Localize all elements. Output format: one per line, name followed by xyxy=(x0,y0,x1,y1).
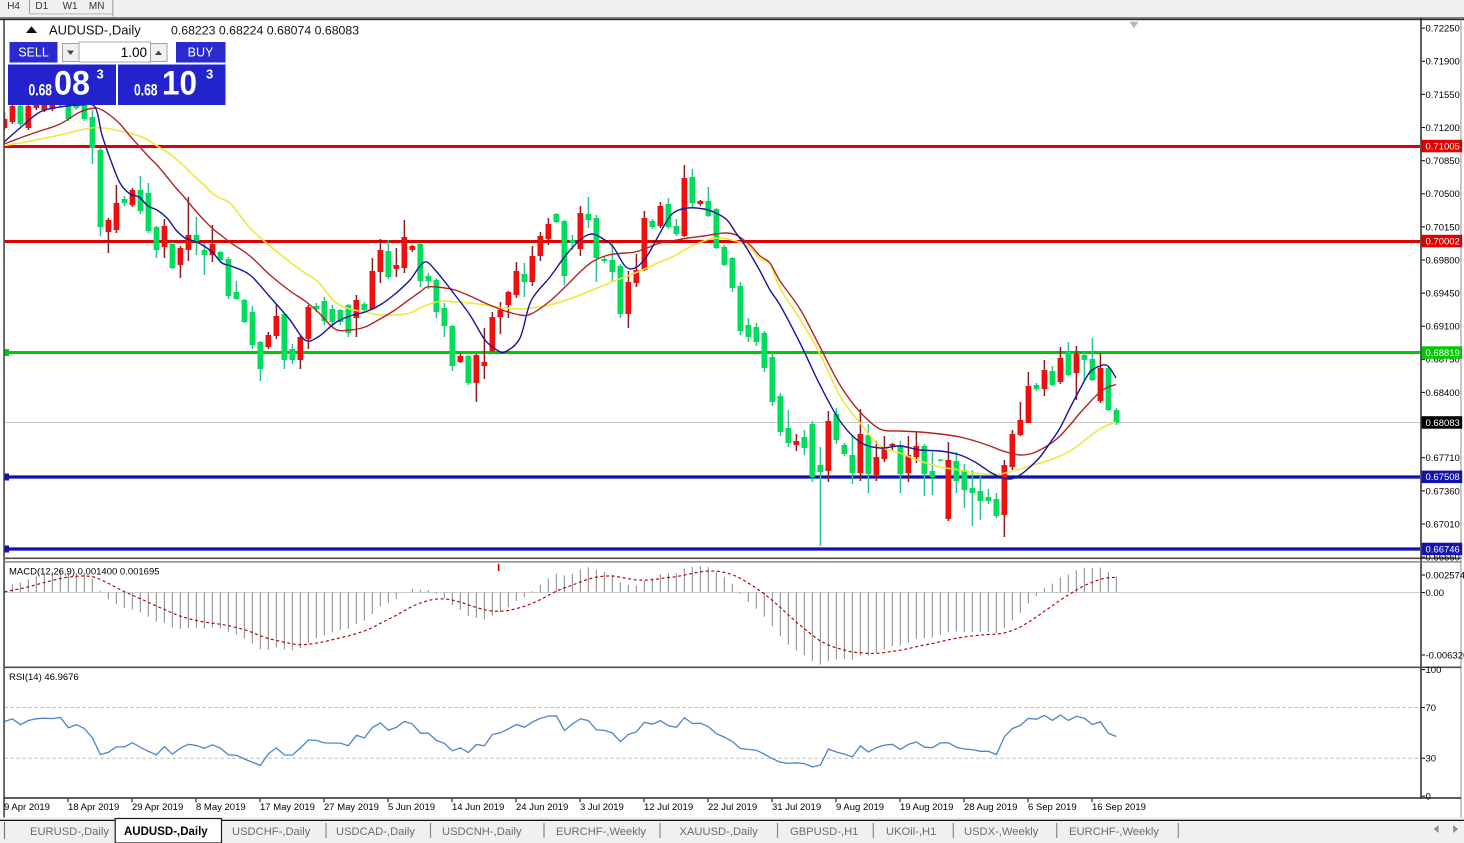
svg-text:31 Jul 2019: 31 Jul 2019 xyxy=(772,802,821,813)
svg-text:3 Jul 2019: 3 Jul 2019 xyxy=(580,802,624,813)
svg-text:W1: W1 xyxy=(63,1,78,12)
svg-text:10: 10 xyxy=(162,65,197,103)
svg-text:USDX-,Weekly: USDX-,Weekly xyxy=(964,826,1039,838)
svg-text:H4: H4 xyxy=(7,1,20,12)
svg-text:0.71550: 0.71550 xyxy=(1426,90,1460,101)
svg-text:0.71900: 0.71900 xyxy=(1426,57,1460,68)
svg-text:0.66660: 0.66660 xyxy=(1426,553,1460,564)
svg-text:0: 0 xyxy=(1426,792,1431,803)
svg-text:16 Sep 2019: 16 Sep 2019 xyxy=(1092,802,1146,813)
svg-text:27 May 2019: 27 May 2019 xyxy=(324,802,379,813)
svg-text:0.70850: 0.70850 xyxy=(1426,156,1460,167)
svg-text:0.67508: 0.67508 xyxy=(1426,472,1460,483)
svg-text:EURCHF-,Weekly: EURCHF-,Weekly xyxy=(556,826,646,838)
svg-text:3: 3 xyxy=(97,67,104,82)
svg-text:5 Jun 2019: 5 Jun 2019 xyxy=(388,802,435,813)
svg-text:UKOil-,H1: UKOil-,H1 xyxy=(886,826,936,838)
svg-text:0.68750: 0.68750 xyxy=(1426,355,1460,366)
svg-text:18 Apr 2019: 18 Apr 2019 xyxy=(68,802,119,813)
svg-text:0.69450: 0.69450 xyxy=(1426,289,1460,300)
svg-text:USDCAD-,Daily: USDCAD-,Daily xyxy=(336,826,415,838)
svg-text:0.71200: 0.71200 xyxy=(1426,123,1460,134)
svg-text:0.67360: 0.67360 xyxy=(1426,486,1460,497)
svg-text:0.68400: 0.68400 xyxy=(1426,388,1460,399)
svg-text:9 Apr 2019: 9 Apr 2019 xyxy=(4,802,50,813)
svg-text:0.67710: 0.67710 xyxy=(1426,453,1460,464)
svg-text:USDCHF-,Daily: USDCHF-,Daily xyxy=(232,826,311,838)
svg-text:30: 30 xyxy=(1426,754,1437,765)
svg-text:EURUSD-,Daily: EURUSD-,Daily xyxy=(30,826,109,838)
svg-text:AUDUSD-,Daily: AUDUSD-,Daily xyxy=(49,23,141,38)
svg-text:0.68223 0.68224 0.68074 0.6808: 0.68223 0.68224 0.68074 0.68083 xyxy=(171,24,359,38)
svg-text:0.002574: 0.002574 xyxy=(1426,570,1464,581)
svg-text:24 Jun 2019: 24 Jun 2019 xyxy=(516,802,568,813)
svg-text:9 Aug 2019: 9 Aug 2019 xyxy=(836,802,884,813)
svg-text:0.68819: 0.68819 xyxy=(1426,348,1460,359)
svg-text:D1: D1 xyxy=(35,1,48,12)
svg-text:100: 100 xyxy=(1426,665,1442,676)
svg-text:EURCHF-,Weekly: EURCHF-,Weekly xyxy=(1069,826,1159,838)
svg-text:70: 70 xyxy=(1426,703,1437,714)
svg-text:0.68083: 0.68083 xyxy=(1426,418,1460,429)
svg-text:GBPUSD-,H1: GBPUSD-,H1 xyxy=(790,826,858,838)
svg-text:0.70500: 0.70500 xyxy=(1426,189,1460,200)
svg-text:17 May 2019: 17 May 2019 xyxy=(260,802,315,813)
svg-text:14 Jun 2019: 14 Jun 2019 xyxy=(452,802,504,813)
svg-text:0.68: 0.68 xyxy=(134,82,158,100)
svg-text:MN: MN xyxy=(89,1,105,12)
svg-text:0.00: 0.00 xyxy=(1426,588,1445,599)
svg-text:29 Apr 2019: 29 Apr 2019 xyxy=(132,802,183,813)
svg-text:3: 3 xyxy=(206,67,213,82)
svg-text:SELL: SELL xyxy=(18,46,49,60)
svg-text:0.67010: 0.67010 xyxy=(1426,519,1460,530)
svg-text:-0.006326: -0.006326 xyxy=(1426,650,1464,661)
svg-text:6 Sep 2019: 6 Sep 2019 xyxy=(1028,802,1077,813)
svg-text:XAUUSD-,Daily: XAUUSD-,Daily xyxy=(680,826,759,838)
svg-text:RSI(14) 46.9676: RSI(14) 46.9676 xyxy=(9,672,79,683)
svg-text:0.66746: 0.66746 xyxy=(1426,544,1460,555)
svg-text:BUY: BUY xyxy=(188,46,214,60)
svg-text:19 Aug 2019: 19 Aug 2019 xyxy=(900,802,953,813)
svg-text:28 Aug 2019: 28 Aug 2019 xyxy=(964,802,1017,813)
svg-text:12 Jul 2019: 12 Jul 2019 xyxy=(644,802,693,813)
svg-text:22 Jul 2019: 22 Jul 2019 xyxy=(708,802,757,813)
svg-text:0.71005: 0.71005 xyxy=(1426,141,1460,152)
svg-text:USDCNH-,Daily: USDCNH-,Daily xyxy=(442,826,522,838)
svg-text:0.72250: 0.72250 xyxy=(1426,24,1460,35)
svg-text:0.69800: 0.69800 xyxy=(1426,255,1460,266)
svg-text:0.70150: 0.70150 xyxy=(1426,222,1460,233)
svg-text:8 May 2019: 8 May 2019 xyxy=(196,802,246,813)
svg-text:0.69100: 0.69100 xyxy=(1426,322,1460,333)
svg-text:AUDUSD-,Daily: AUDUSD-,Daily xyxy=(124,826,208,838)
svg-text:08: 08 xyxy=(54,65,90,103)
svg-text:1.00: 1.00 xyxy=(121,45,147,60)
svg-text:0.70002: 0.70002 xyxy=(1426,236,1460,247)
svg-text:0.68: 0.68 xyxy=(29,82,53,100)
svg-text:MACD(12,26,9) 0.001400 0.00169: MACD(12,26,9) 0.001400 0.001695 xyxy=(9,567,160,578)
